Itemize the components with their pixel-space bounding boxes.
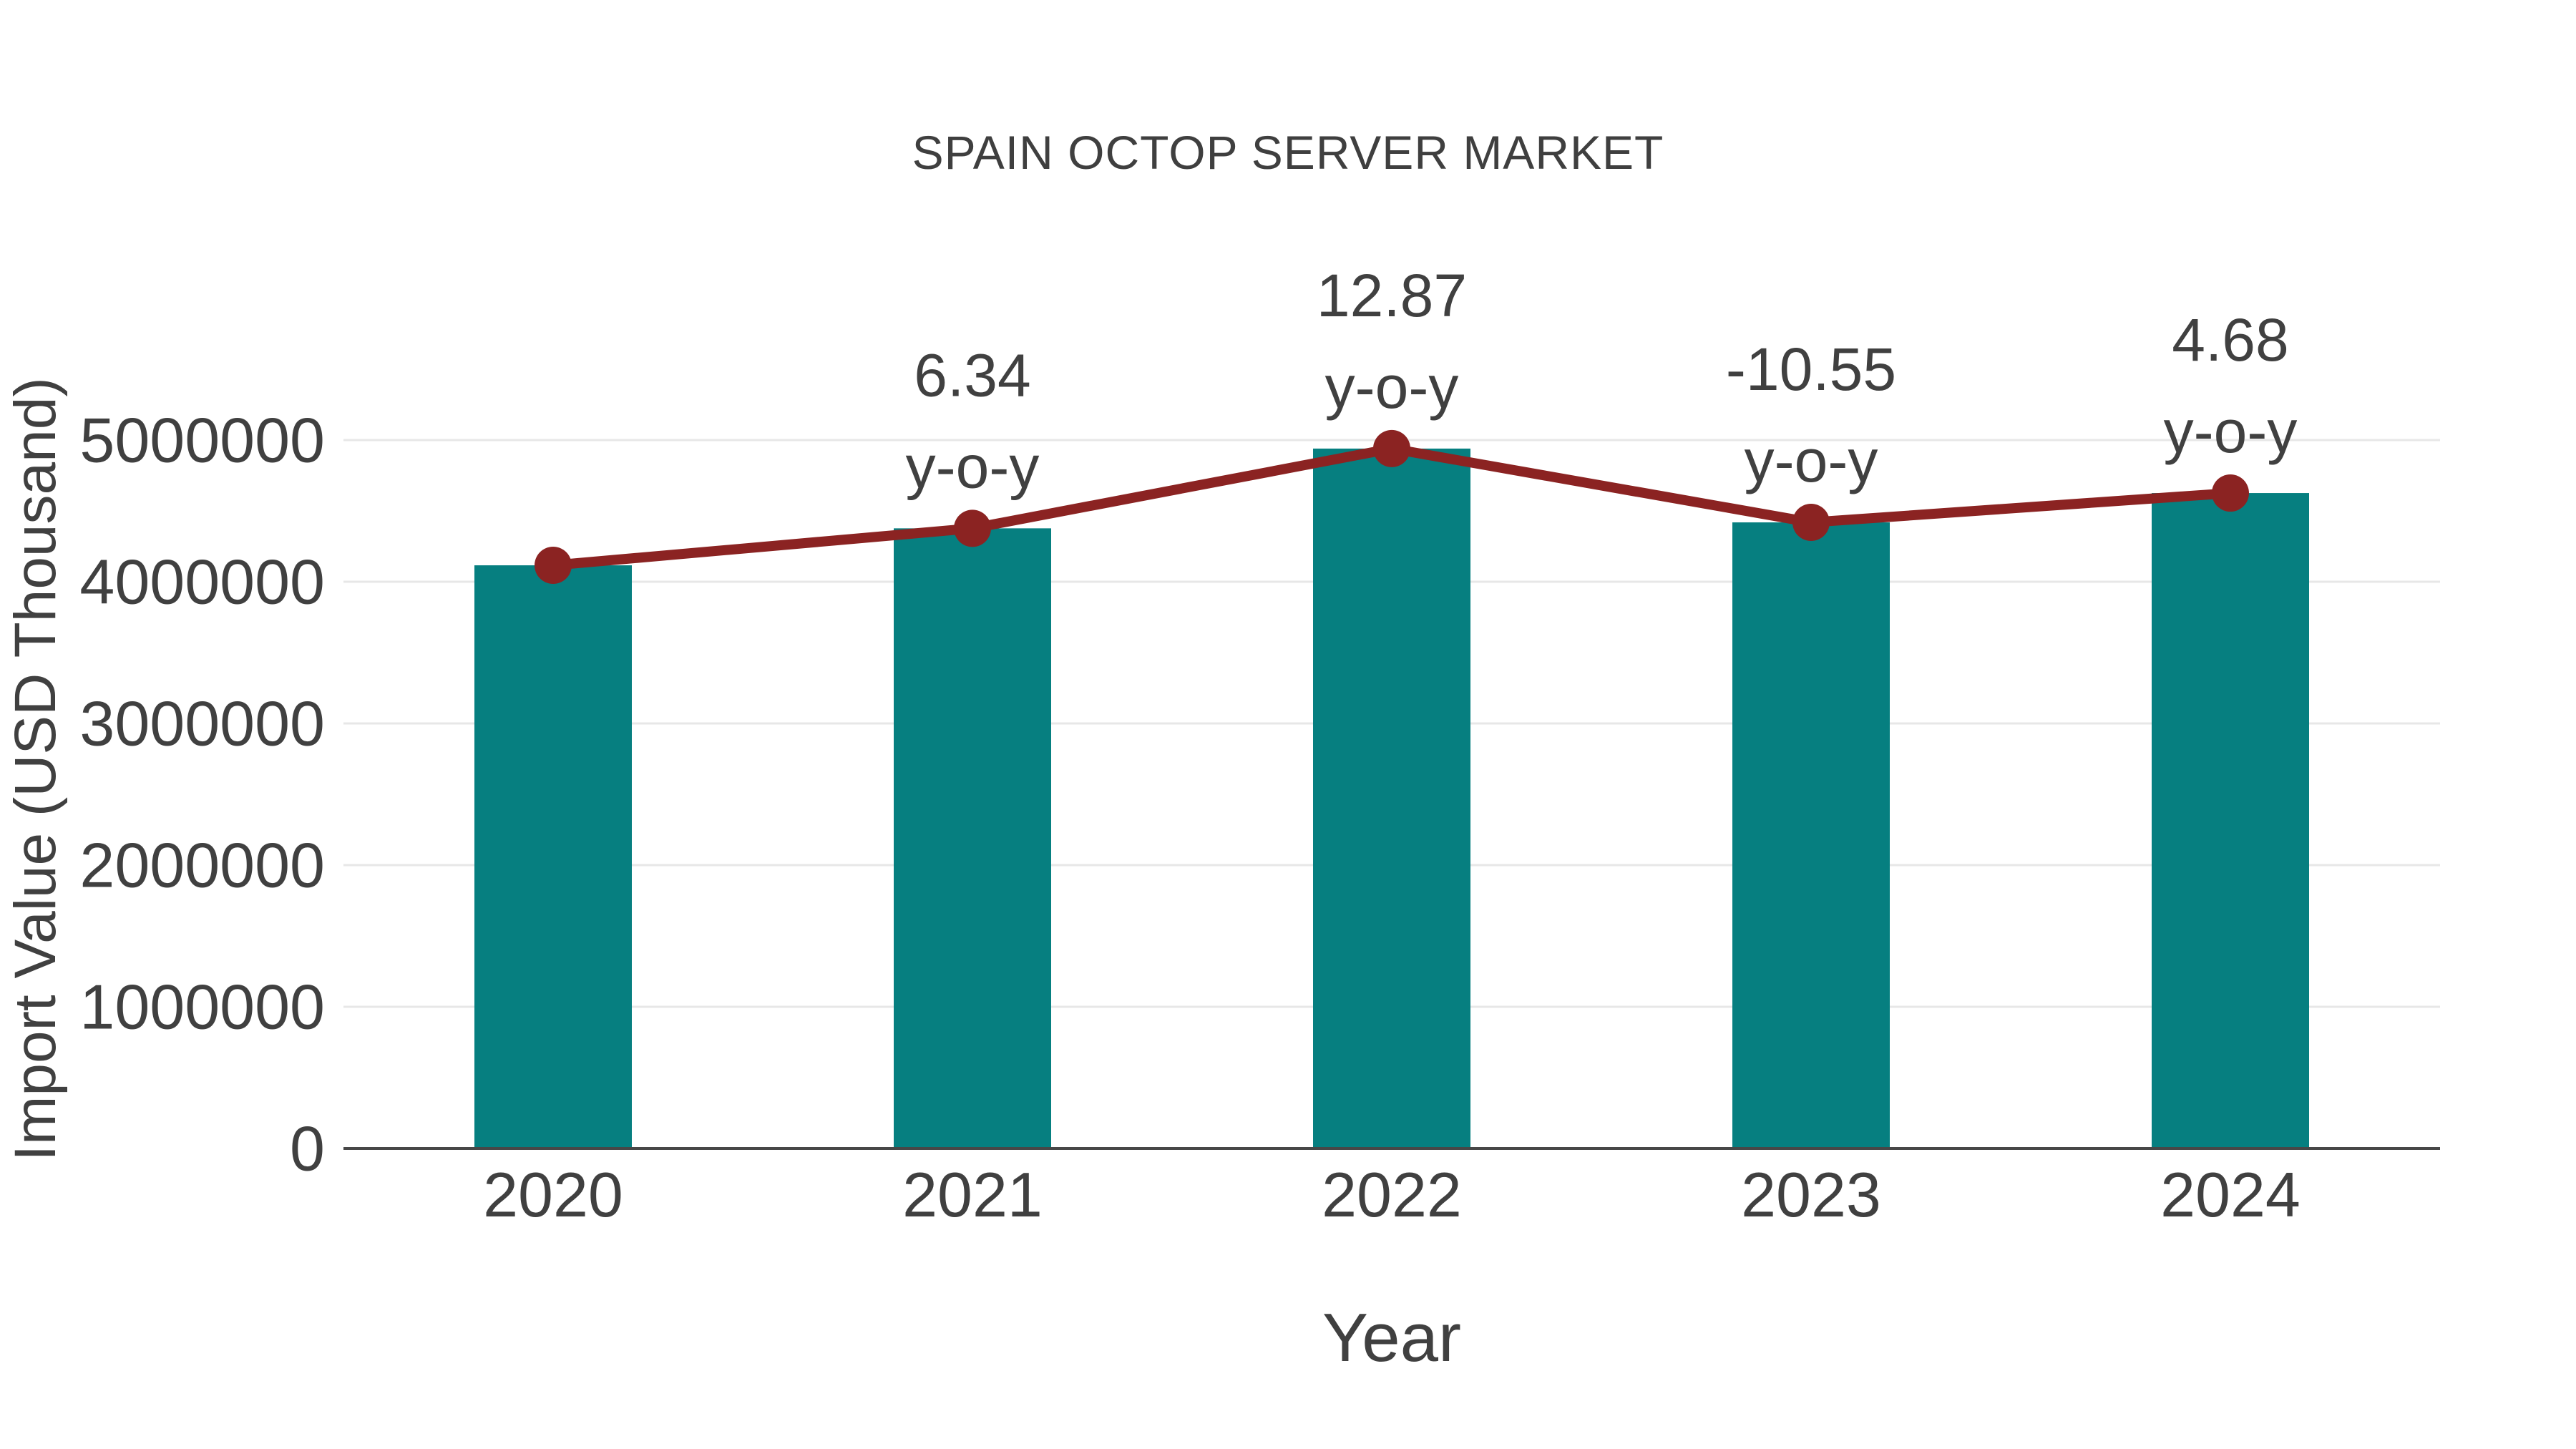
- y-tick-label: 0: [290, 1113, 325, 1184]
- bar-2020[interactable]: [474, 565, 632, 1148]
- y-tick-label: 5000000: [79, 405, 325, 476]
- x-tick-label: 2020: [483, 1159, 623, 1230]
- y-tick-label: 1000000: [79, 972, 325, 1043]
- x-tick-label: 2021: [902, 1159, 1043, 1230]
- bar-2021[interactable]: [894, 528, 1051, 1148]
- marker-2020[interactable]: [535, 547, 572, 585]
- x-axis-title: Year: [1322, 1299, 1461, 1376]
- y-tick-label: 4000000: [79, 547, 325, 618]
- annotation-value: 6.34: [914, 341, 1031, 409]
- annotation-sub: y-o-y: [2164, 398, 2298, 465]
- marker-2022[interactable]: [1373, 429, 1410, 467]
- bar-2023[interactable]: [1732, 522, 1890, 1148]
- annotation-sub: y-o-y: [906, 433, 1040, 500]
- chart-title: SPAIN OCTOP SERVER MARKET: [912, 126, 1664, 179]
- bar-2022[interactable]: [1313, 448, 1470, 1148]
- y-tick-label: 3000000: [79, 688, 325, 759]
- marker-2021[interactable]: [954, 509, 991, 547]
- annotation-value: -10.55: [1726, 336, 1896, 403]
- x-tick-label: 2024: [2160, 1159, 2301, 1230]
- annotation-value: 12.87: [1317, 262, 1467, 329]
- annotation-value: 4.68: [2172, 306, 2289, 374]
- x-tick-label: 2023: [1741, 1159, 1881, 1230]
- marker-2023[interactable]: [1792, 504, 1830, 542]
- x-tick-label: 2022: [1322, 1159, 1462, 1230]
- annotation-sub: y-o-y: [1325, 353, 1459, 421]
- annotation-sub: y-o-y: [1745, 427, 1878, 494]
- bar-2024[interactable]: [2152, 493, 2309, 1148]
- y-tick-label: 2000000: [79, 830, 325, 901]
- marker-2024[interactable]: [2212, 474, 2249, 512]
